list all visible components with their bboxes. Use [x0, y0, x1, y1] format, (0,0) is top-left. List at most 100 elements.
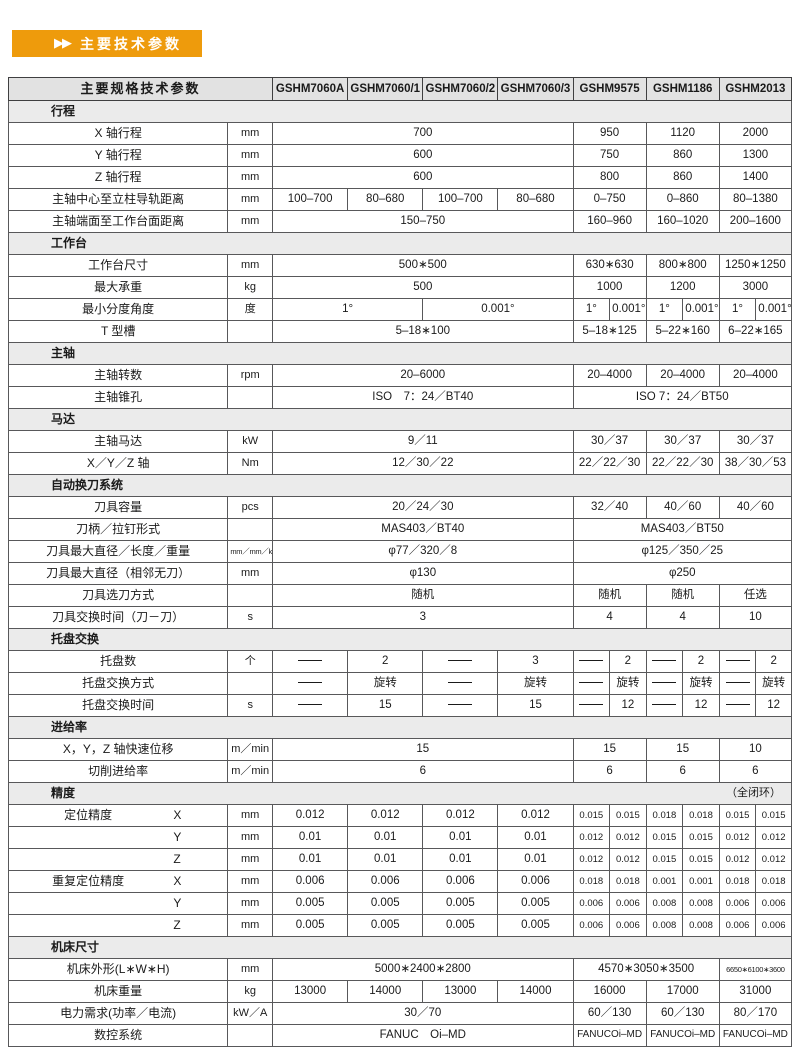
row-value: 0.006	[609, 892, 647, 915]
table-row: Y 轴行程 mm 600 750 860 1300	[7, 144, 793, 167]
row-unit: mm	[227, 914, 274, 937]
row-value: 0.01	[272, 848, 349, 871]
section-band: 机床尺寸	[8, 936, 792, 959]
table-row: T 型槽 5–18∗100 5–18∗125 5–22∗160 6–22∗165	[7, 320, 793, 343]
row-value: 1400	[718, 166, 793, 189]
row-unit: kg	[227, 980, 274, 1003]
section-band-title: 马达	[51, 412, 76, 427]
table-row: 切削进给率 m／min 6 6 6 6	[7, 760, 793, 783]
row-value: 2	[682, 650, 720, 673]
row-value: 0.012	[755, 848, 792, 871]
row-label-axis: X	[173, 808, 182, 823]
row-unit	[227, 1024, 274, 1047]
row-value	[718, 672, 757, 695]
row-unit: kg	[227, 276, 274, 299]
row-unit: rpm	[227, 364, 274, 387]
row-label: 主轴端面至工作台面距离	[7, 210, 229, 233]
row-unit: mm	[227, 804, 274, 827]
row-value	[422, 694, 499, 717]
row-value: 30／37	[645, 430, 720, 453]
row-value: φ130	[272, 562, 574, 585]
row-unit: mm／mm／kg	[227, 540, 274, 563]
row-label: 刀具最大直径／长度／重量	[7, 540, 229, 563]
row-value: 0.006	[497, 870, 574, 893]
row-value: 0.001°	[609, 298, 647, 321]
dash-mark	[448, 704, 473, 706]
row-value: 12	[682, 694, 720, 717]
row-value: 38／30／53	[718, 452, 793, 475]
dash-mark	[298, 682, 323, 684]
row-value: 2	[609, 650, 647, 673]
section-band-row: 自动换刀系统	[8, 474, 792, 497]
row-value: 0.001	[645, 870, 684, 893]
row-value: 0.012	[422, 804, 499, 827]
row-value: 2000	[718, 122, 793, 145]
row-value: φ77／320／8	[272, 540, 574, 563]
row-value: 6–22∗165	[718, 320, 793, 343]
section-band-row: 马达	[8, 408, 792, 431]
row-label: 刀具容量	[7, 496, 229, 519]
dash-mark	[652, 682, 677, 684]
dash-mark	[652, 704, 677, 706]
row-label: T 型槽	[7, 320, 229, 343]
table-row: 刀具交换时间（刀－刀） s 3 4 4 10	[7, 606, 793, 629]
row-unit: mm	[227, 848, 274, 871]
row-value: 0.008	[645, 892, 684, 915]
section-banner: ▶▶ 主要技术参数	[12, 30, 202, 57]
row-label: 最大承重	[7, 276, 229, 299]
table-row: X，Y，Z 轴快速位移 m／min 15 15 15 10	[7, 738, 793, 761]
row-label: 重复定位精度 X	[7, 870, 229, 893]
row-label-axis: Z	[173, 918, 181, 933]
section-band: 托盘交换	[8, 628, 792, 651]
row-value: 0.012	[755, 826, 792, 849]
row-value: 20／24／30	[272, 496, 574, 519]
row-unit: mm	[227, 254, 274, 277]
row-label-flex: Y	[10, 896, 226, 911]
row-value: 0.008	[645, 914, 684, 937]
dash-mark	[579, 704, 604, 706]
row-value: 160–1020	[645, 210, 720, 233]
row-value: FANUC Oi–MD	[272, 1024, 574, 1047]
row-value: 0.012	[718, 848, 757, 871]
row-unit: kW／A	[227, 1002, 274, 1025]
section-band: 主轴	[8, 342, 792, 365]
row-label-text: 重复定位精度	[52, 874, 125, 889]
table-row: 主轴端面至工作台面距离 mm 150–750 160–960 160–1020 200–1…	[7, 210, 793, 233]
row-value: 0.01	[497, 826, 574, 849]
row-value: 31000	[718, 980, 793, 1003]
row-label: 电力需求(功率／电流)	[7, 1002, 229, 1025]
row-value: 80–1380	[718, 188, 793, 211]
row-value: 5–22∗160	[645, 320, 720, 343]
row-value: 17000	[645, 980, 720, 1003]
section-band-inner: 主轴	[10, 347, 790, 360]
dash-mark	[579, 660, 604, 662]
row-label-text: 定位精度	[64, 808, 113, 823]
section-band: 马达	[8, 408, 792, 431]
row-value: 160–960	[572, 210, 647, 233]
row-value	[645, 650, 684, 673]
row-label-flex: Z	[10, 918, 226, 933]
row-value: 0.005	[422, 914, 499, 937]
header-model-2: GSHM7060/1	[347, 77, 424, 101]
table-row: 刀具选刀方式 随机 随机 随机 任选	[7, 584, 793, 607]
row-value: 32／40	[572, 496, 647, 519]
row-value: MAS403／BT50	[572, 518, 793, 541]
row-label: Z 轴行程	[7, 166, 229, 189]
table-row: 最小分度角度度 1° 0.001° 1° 0.001° 1° 0.001° 1° 0.001°	[7, 298, 792, 321]
row-value: 任选	[718, 584, 793, 607]
section-band-title: 托盘交换	[51, 632, 100, 647]
row-unit: mm	[227, 562, 274, 585]
row-label: 定位精度 X	[7, 804, 229, 827]
row-value: 4570∗3050∗3500	[572, 958, 720, 981]
row-label: 刀具最大直径（相邻无刀）	[7, 562, 229, 585]
row-value: 0.012	[347, 804, 424, 827]
row-label-axis: Y	[173, 896, 182, 911]
row-value: 22／22／30	[572, 452, 647, 475]
row-label: 最小分度角度	[7, 298, 229, 321]
row-value: 0.012	[572, 848, 611, 871]
row-value: 630∗630	[572, 254, 647, 277]
row-value: 4	[645, 606, 720, 629]
row-value: 80／170	[718, 1002, 793, 1025]
section-band-title: 机床尺寸	[51, 940, 100, 955]
